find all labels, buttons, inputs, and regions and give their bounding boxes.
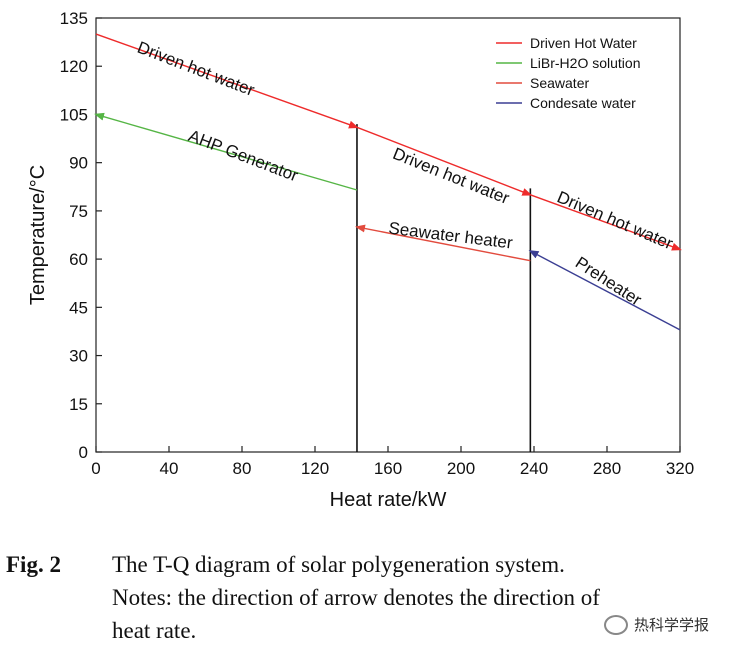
legend-label: LiBr-H2O solution [530, 55, 641, 71]
legend: Driven Hot Water LiBr-H2O solution Seawate… [496, 35, 641, 111]
y-tick-label: 60 [69, 250, 88, 269]
y-tick-label: 120 [60, 57, 88, 76]
watermark-text: 热科学学报 [633, 616, 709, 634]
annotation-label: AHP Generator [186, 126, 301, 185]
legend-label: Condesate water [530, 95, 636, 111]
series-segment-driven-hot-water [356, 126, 533, 196]
x-tick-label: 80 [233, 459, 252, 478]
series-segment-driven-hot-water [530, 194, 682, 251]
y-tick-label: 30 [69, 347, 88, 366]
annotations: Driven hot water AHP Generator Driven hot … [135, 38, 676, 310]
y-tick-label: 90 [69, 154, 88, 173]
x-tick-label: 200 [447, 459, 475, 478]
y-tick-label: 0 [79, 443, 88, 462]
y-tick-label: 15 [69, 395, 88, 414]
watermark: 热科学学报 [603, 614, 709, 635]
series-segment-driven-hot-water [95, 33, 359, 129]
x-axis-title: Heat rate/kW [330, 489, 447, 511]
vertical-divider-lines [356, 124, 532, 452]
tq-chart: 0 40 80 120 160 200 240 280 320 0 15 30 45 60 75 90 105 1… [27, 9, 695, 511]
x-tick-label: 280 [593, 459, 621, 478]
y-tick-label: 135 [60, 9, 88, 28]
caption-line-1: The T-Q diagram of solar polygeneration … [112, 552, 565, 577]
x-tick-label: 160 [374, 459, 402, 478]
series-segment-condesate-water [528, 250, 681, 331]
legend-label: Driven Hot Water [530, 35, 637, 51]
x-tick-label: 40 [160, 459, 179, 478]
y-tick-label: 105 [60, 105, 88, 124]
x-tick-label: 0 [91, 459, 100, 478]
annotation-label: Driven hot water [390, 144, 512, 208]
annotation-label: Preheater [572, 253, 645, 310]
x-tick-label: 120 [301, 459, 329, 478]
series-lines [94, 33, 682, 331]
axis-ticks: 0 40 80 120 160 200 240 280 320 0 15 30 45 60 75 90 105 1… [60, 9, 695, 478]
caption-label: Fig. 2 [6, 552, 61, 577]
series-segment-libr-h2o-solution [94, 112, 358, 191]
legend-label: Seawater [530, 75, 589, 91]
annotation-label: Driven hot water [554, 187, 676, 253]
caption-line-3: heat rate. [112, 618, 197, 643]
y-tick-label: 45 [69, 298, 88, 317]
wechat-icon [603, 614, 628, 635]
y-axis-title: Temperature/°C [27, 165, 49, 305]
annotation-label: Seawater heater [388, 219, 514, 253]
y-tick-label: 75 [69, 202, 88, 221]
x-tick-label: 320 [666, 459, 694, 478]
caption-line-2: Notes: the direction of arrow denotes th… [112, 585, 600, 610]
x-tick-label: 240 [520, 459, 548, 478]
figure-caption: Fig. 2 The T-Q diagram of solar polygener… [6, 548, 724, 647]
series-segment-seawater [355, 224, 531, 262]
annotation-label: Driven hot water [135, 38, 258, 100]
